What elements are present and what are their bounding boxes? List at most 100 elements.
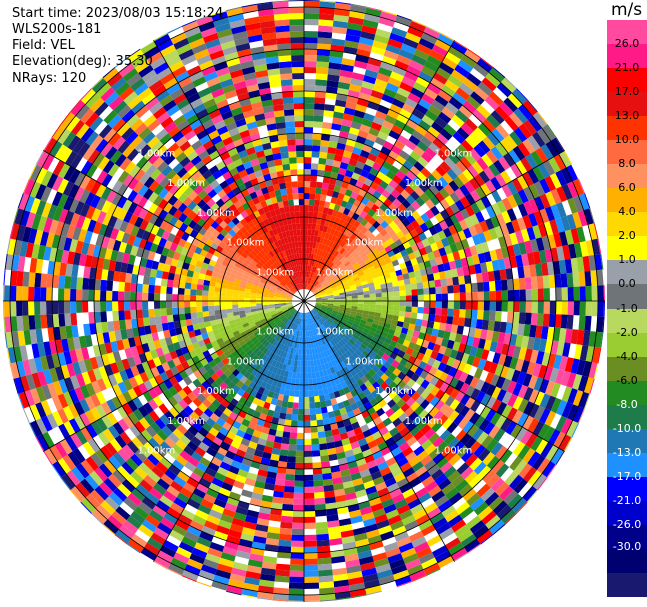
ppi-gate: [341, 181, 350, 189]
ppi-gate: [420, 454, 433, 466]
ppi-gate: [578, 271, 586, 287]
ppi-gate: [517, 412, 529, 427]
ppi-gate: [357, 325, 365, 331]
ppi-gate: [40, 314, 48, 329]
ppi-gate: [310, 229, 316, 236]
ppi-gate: [317, 425, 325, 433]
ppi-gate: [154, 293, 161, 301]
ppi-gate: [304, 175, 311, 182]
ppi-gate: [384, 224, 393, 233]
ppi-gate: [458, 317, 466, 327]
ppi-gate: [421, 151, 433, 163]
ppi-gate: [366, 133, 378, 142]
ppi-gate: [382, 472, 394, 482]
ppi-gate: [232, 297, 239, 301]
ppi-gate: [528, 375, 538, 390]
ppi-gate: [331, 242, 337, 249]
ppi-gate: [462, 420, 474, 434]
ppi-gate: [327, 294, 334, 298]
ppi-gate: [34, 301, 41, 316]
ppi-gate: [495, 445, 508, 460]
ppi-gate: [494, 105, 510, 121]
ppi-gate: [334, 585, 350, 594]
ppi-gate: [364, 221, 373, 230]
ppi-gate: [355, 432, 365, 441]
ppi-gate: [495, 290, 502, 301]
ppi-gate: [335, 198, 343, 206]
ppi-gate: [363, 290, 370, 295]
ppi-gate: [409, 569, 426, 582]
ppi-gate: [477, 122, 492, 137]
ppi-gate: [418, 71, 433, 83]
ppi-gate: [172, 307, 179, 315]
ppi-gate: [453, 222, 463, 233]
ppi-gate: [439, 527, 455, 540]
ppi-gate: [353, 166, 363, 175]
ppi-gate: [489, 249, 498, 262]
ppi-gate: [510, 163, 523, 178]
ppi-gate: [390, 403, 401, 413]
ppi-gate: [297, 312, 301, 319]
ppi-gate: [238, 294, 245, 298]
ppi-gate: [385, 82, 400, 93]
ppi-gate: [304, 241, 308, 248]
ppi-gate: [368, 368, 377, 377]
ppi-gate: [326, 291, 333, 295]
ppi-gate: [410, 336, 419, 344]
ppi-gate: [326, 226, 332, 234]
ppi-gate: [574, 344, 583, 360]
ppi-gate: [441, 354, 450, 365]
ppi-gate: [354, 265, 362, 271]
ppi-gate: [470, 91, 485, 105]
ppi-gate: [270, 453, 280, 461]
ppi-gate: [325, 329, 331, 335]
ppi-gate: [499, 485, 514, 501]
ppi-gate: [402, 254, 411, 263]
ppi-gate: [304, 546, 318, 553]
ppi-gate: [339, 306, 346, 310]
ppi-gate: [315, 181, 323, 189]
ppi-gate: [457, 172, 469, 185]
ppi-gate: [321, 280, 328, 286]
ppi-gate: [449, 349, 459, 360]
ppi-gate: [432, 359, 441, 370]
ppi-gate: [272, 441, 282, 450]
ppi-gate: [424, 443, 437, 455]
ppi-gate: [526, 226, 536, 241]
ppi-gate: [397, 212, 407, 222]
ppi-gate: [316, 333, 322, 341]
ppi-gate: [345, 34, 361, 43]
ppi-gate: [333, 229, 340, 237]
ppi-gate: [388, 390, 398, 400]
ppi-gate: [490, 442, 503, 456]
ppi-gate: [325, 436, 334, 444]
ppi-gate: [582, 255, 591, 272]
ppi-gate: [304, 366, 308, 373]
ppi-gate: [357, 336, 365, 344]
ppi-gate: [570, 228, 580, 244]
ppi-gate: [578, 315, 586, 331]
ppi-gate: [338, 290, 346, 294]
ppi-gate: [325, 275, 331, 281]
ppi-gate: [311, 323, 315, 330]
ppi-gate: [509, 232, 519, 246]
ppi-gate: [446, 277, 454, 286]
ppi-gate: [481, 153, 494, 167]
ppi-gate: [438, 111, 452, 124]
ppi-gate: [343, 235, 350, 243]
ppi-gate: [349, 361, 357, 369]
ppi-gate: [345, 101, 357, 110]
ppi-gate: [301, 348, 304, 355]
ppi-gate: [320, 307, 327, 311]
ppi-gate: [4, 301, 11, 317]
ppi-gate: [316, 321, 321, 327]
ppi-gate: [408, 530, 424, 543]
ppi-gate: [322, 225, 329, 233]
ppi-gate: [444, 347, 453, 357]
ppi-gate: [319, 237, 325, 244]
ppi-gate: [366, 590, 382, 596]
ppi-gate: [308, 312, 312, 318]
ppi-gate: [308, 253, 312, 260]
ppi-gate: [375, 329, 383, 336]
ppi-gate: [531, 288, 538, 301]
